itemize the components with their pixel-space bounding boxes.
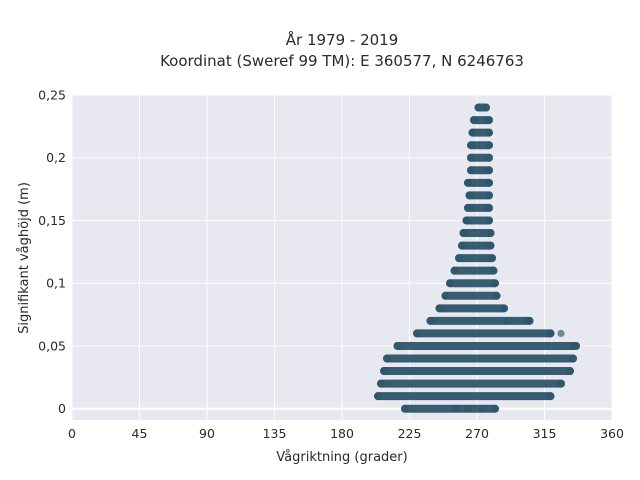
x-tick-label: 360 xyxy=(600,426,624,441)
x-tick-label: 0 xyxy=(68,426,76,441)
data-point xyxy=(489,266,498,275)
y-tick-label: 0 xyxy=(58,401,66,416)
data-point xyxy=(500,304,508,313)
y-tick-label: 0,05 xyxy=(38,338,66,353)
data-point xyxy=(401,404,409,413)
data-point xyxy=(488,254,496,263)
data-point xyxy=(485,191,493,200)
data-point xyxy=(474,103,483,112)
data-point xyxy=(441,291,450,300)
data-point xyxy=(482,103,490,112)
data-point xyxy=(464,203,472,212)
data-point xyxy=(455,254,463,263)
data-point xyxy=(470,116,478,125)
data-point xyxy=(465,191,474,200)
data-point xyxy=(569,354,577,363)
data-point xyxy=(450,266,459,275)
data-point xyxy=(524,317,532,325)
data-point xyxy=(380,367,388,376)
chart-subtitle: Koordinat (Sweref 99 TM): E 360577, N 62… xyxy=(160,52,524,70)
data-point xyxy=(485,178,493,187)
data-point xyxy=(459,229,468,238)
y-axis-label: Signifikant våghöjd (m) xyxy=(17,182,32,334)
data-point xyxy=(485,203,493,212)
x-axis-label: Vågriktning (grader) xyxy=(276,450,407,465)
data-point xyxy=(503,317,511,325)
data-point xyxy=(377,379,385,388)
data-point xyxy=(458,241,466,250)
data-point xyxy=(462,216,471,225)
data-point xyxy=(557,329,565,338)
data-point xyxy=(491,279,499,288)
x-tick-label: 180 xyxy=(330,426,354,441)
x-tick-label: 315 xyxy=(533,426,557,441)
data-point xyxy=(467,153,475,162)
data-point xyxy=(467,141,475,150)
data-point xyxy=(446,279,454,288)
data-points xyxy=(374,103,580,413)
data-point xyxy=(468,128,477,137)
data-point xyxy=(486,241,495,250)
data-point xyxy=(557,379,565,388)
x-tick-label: 225 xyxy=(398,426,422,441)
x-tick-labels: 0 45 90 135 180 225 270 315 360 xyxy=(68,426,624,441)
data-point xyxy=(485,153,493,162)
data-point xyxy=(374,392,382,401)
x-tick-label: 135 xyxy=(263,426,287,441)
data-point xyxy=(485,166,493,175)
data-point xyxy=(485,141,493,150)
x-tick-label: 45 xyxy=(132,426,148,441)
y-tick-label: 0,15 xyxy=(38,213,66,228)
data-point xyxy=(383,354,391,363)
y-tick-labels: 0 0,05 0,1 0,15 0,2 0,25 xyxy=(38,88,66,417)
data-point xyxy=(546,392,555,401)
data-point xyxy=(486,229,495,238)
data-point xyxy=(485,116,493,125)
data-point xyxy=(492,291,501,300)
y-tick-label: 0,2 xyxy=(46,150,66,165)
data-point xyxy=(435,304,444,313)
data-point xyxy=(413,329,421,338)
data-point xyxy=(569,342,577,350)
data-point xyxy=(426,316,435,325)
data-point xyxy=(491,404,499,413)
data-point xyxy=(485,128,493,137)
data-point xyxy=(452,405,460,413)
data-point xyxy=(479,405,487,413)
y-tick-label: 0,25 xyxy=(38,88,66,103)
data-point xyxy=(566,367,574,376)
data-point xyxy=(485,216,493,225)
x-tick-label: 90 xyxy=(199,426,215,441)
data-point xyxy=(467,166,475,175)
chart-title: År 1979 - 2019 xyxy=(286,30,399,49)
data-point xyxy=(464,179,472,187)
y-tick-label: 0,1 xyxy=(46,276,66,291)
x-tick-label: 270 xyxy=(465,426,489,441)
data-point xyxy=(545,329,553,338)
data-point xyxy=(393,341,402,350)
data-point xyxy=(464,405,472,413)
